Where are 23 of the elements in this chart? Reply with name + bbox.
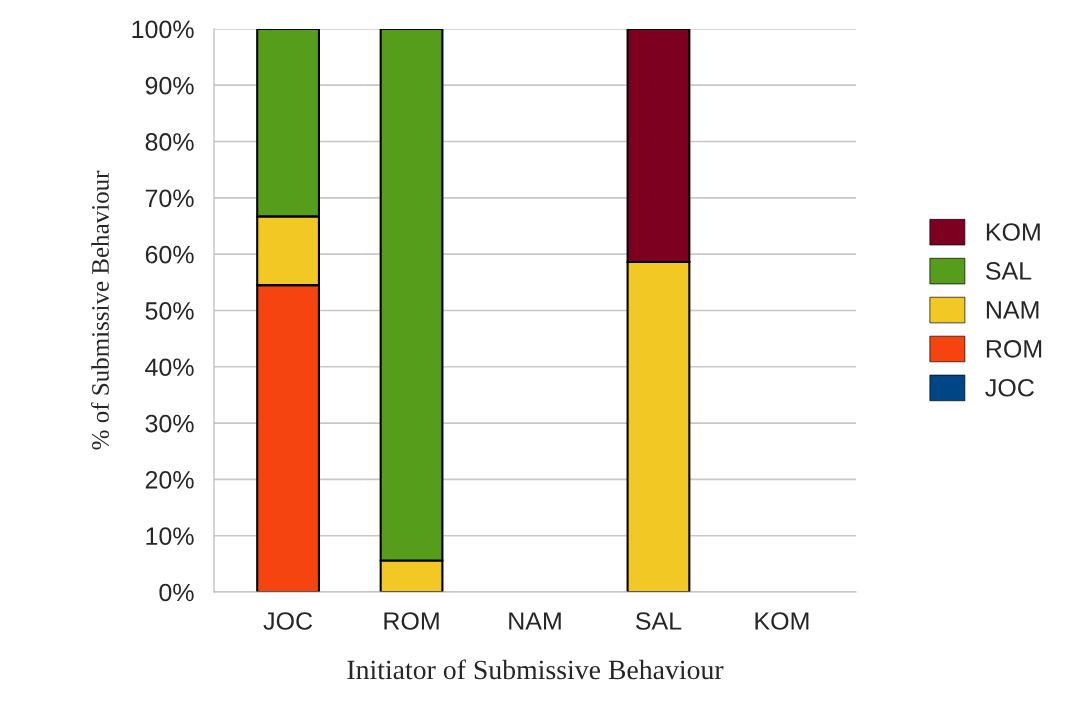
legend-label: SAL: [986, 262, 1032, 280]
x-tick-label: NAM: [509, 612, 561, 630]
y-tick-label: 90%: [145, 76, 194, 95]
x-tick-label: ROM: [384, 612, 439, 630]
x-tick-label: SAL: [635, 612, 682, 630]
y-tick-label: 30%: [145, 414, 194, 433]
legend-label: KOM: [986, 223, 1040, 241]
x-axis-title: Initiator of Submissive Behaviour: [347, 659, 724, 680]
y-axis-title: % of Submissive Behaviour: [91, 170, 109, 450]
y-tick-label: 20%: [145, 471, 194, 489]
y-tick-label: 70%: [145, 189, 194, 208]
y-tick-label: 80%: [145, 133, 194, 151]
x-tick-label: JOC: [263, 612, 313, 630]
y-tick-label: 60%: [145, 245, 194, 264]
x-tick-label: KOM: [755, 612, 809, 630]
legend-label: NAM: [986, 301, 1039, 319]
y-tick-label: 40%: [145, 358, 194, 377]
y-tick-label: 50%: [145, 302, 194, 320]
legend-label: ROM: [986, 339, 1042, 358]
y-tick-label: 0%: [159, 583, 194, 602]
legend-label: JOC: [985, 378, 1034, 397]
y-tick-label: 10%: [146, 527, 194, 546]
y-tick-label: 100%: [132, 20, 194, 39]
